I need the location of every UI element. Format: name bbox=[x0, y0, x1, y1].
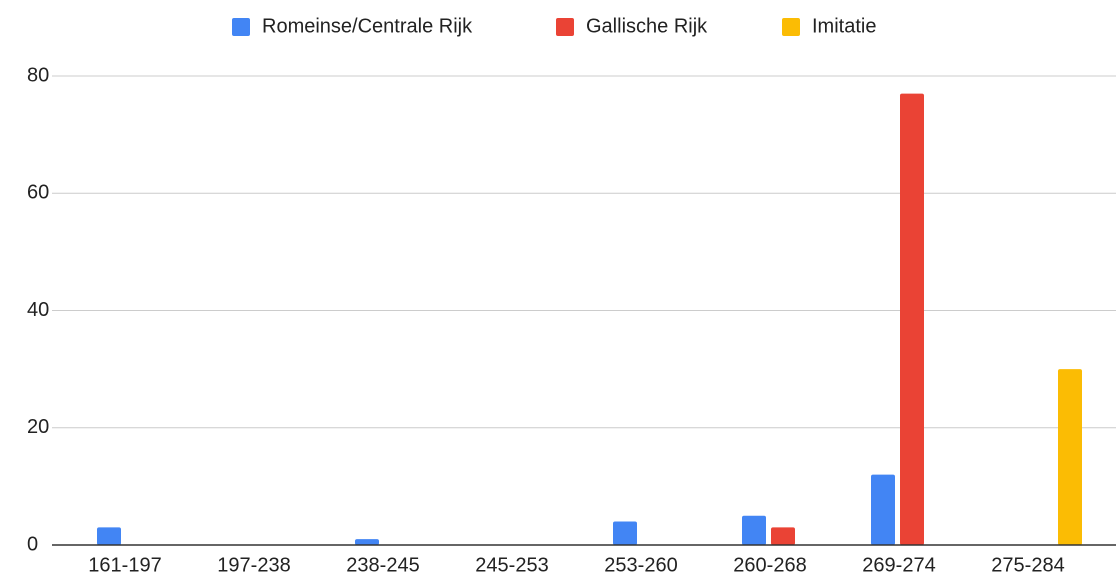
y-tick-label: 80 bbox=[27, 64, 49, 86]
bar bbox=[742, 515, 766, 545]
x-tick-label: 253-260 bbox=[604, 554, 677, 576]
legend-label: Gallische Rijk bbox=[586, 15, 708, 37]
legend-label: Romeinse/Centrale Rijk bbox=[262, 15, 473, 37]
x-tick-label: 275-284 bbox=[991, 554, 1064, 576]
bar bbox=[1058, 369, 1082, 545]
y-tick-label: 60 bbox=[27, 182, 49, 204]
legend-swatch bbox=[232, 18, 250, 36]
x-tick-label: 260-268 bbox=[733, 554, 806, 576]
x-tick-label: 238-245 bbox=[346, 554, 419, 576]
legend-swatch bbox=[556, 18, 574, 36]
y-tick-label: 0 bbox=[27, 533, 38, 555]
legend-swatch bbox=[782, 18, 800, 36]
x-tick-label: 197-238 bbox=[217, 554, 290, 576]
x-tick-label: 161-197 bbox=[88, 554, 161, 576]
bar bbox=[900, 93, 924, 546]
x-tick-label: 245-253 bbox=[475, 554, 548, 576]
bar bbox=[871, 474, 895, 545]
x-tick-label: 269-274 bbox=[862, 554, 935, 576]
legend-label: Imitatie bbox=[812, 15, 876, 37]
y-tick-label: 40 bbox=[27, 299, 49, 321]
bar bbox=[97, 527, 121, 545]
bar bbox=[613, 521, 637, 545]
y-tick-label: 20 bbox=[27, 416, 49, 438]
bar bbox=[771, 527, 795, 545]
bar bbox=[355, 539, 379, 545]
